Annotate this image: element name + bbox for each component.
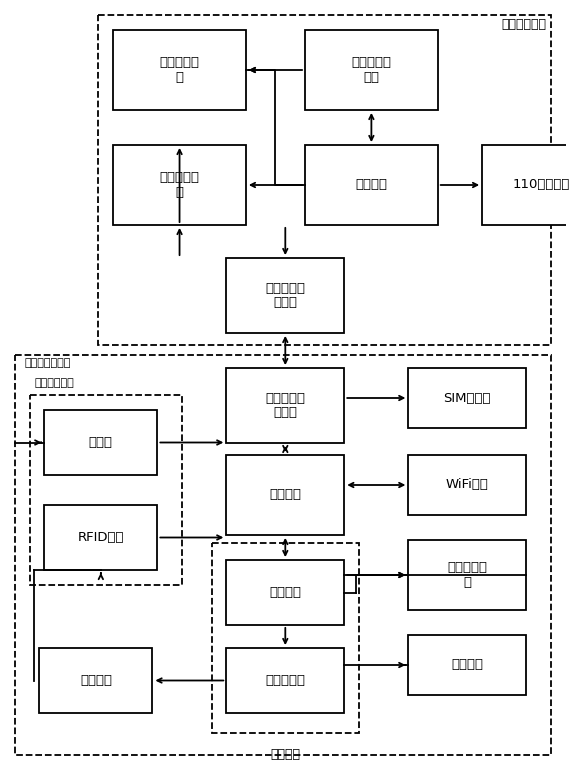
Text: 人脸识别模
块: 人脸识别模 块 [159, 56, 200, 84]
Bar [482, 145, 575, 225]
Bar [227, 455, 344, 535]
Text: 控制终端: 控制终端 [355, 179, 388, 191]
Text: 第一无线通
信模块: 第一无线通 信模块 [265, 281, 305, 309]
Text: 110报警平台: 110报警平台 [512, 179, 570, 191]
Text: 人机交互模
块: 人机交互模 块 [447, 561, 487, 589]
Bar [44, 505, 158, 570]
Bar [227, 648, 344, 713]
Bar [227, 368, 344, 443]
Text: 支付模块: 支付模块 [451, 658, 484, 672]
Bar [227, 560, 344, 625]
Bar [408, 635, 526, 695]
Bar [408, 368, 526, 428]
Bar [98, 15, 551, 345]
Text: 图像分析模
块: 图像分析模 块 [159, 171, 200, 199]
Text: 信息数据服
务器: 信息数据服 务器 [351, 56, 392, 84]
Bar [305, 30, 438, 110]
Text: 主控制器: 主控制器 [269, 488, 301, 501]
Bar [408, 540, 526, 610]
Text: WiFi模块: WiFi模块 [446, 479, 489, 491]
Text: RFID单元: RFID单元 [78, 531, 124, 544]
Bar [227, 258, 344, 333]
Text: SIM卡模块: SIM卡模块 [443, 391, 491, 405]
Text: 后台监控系统: 后台监控系统 [501, 18, 546, 31]
Bar [39, 648, 152, 713]
Text: 第二无线通
信模块: 第二无线通 信模块 [265, 391, 305, 419]
Bar [15, 355, 551, 755]
Text: 供电模块: 供电模块 [270, 748, 300, 761]
Bar [113, 30, 246, 110]
Text: 开关电源: 开关电源 [269, 586, 301, 599]
Text: 充电接口: 充电接口 [80, 674, 112, 687]
Text: 电动汽车充电桩: 电动汽车充电桩 [25, 358, 71, 368]
Bar [113, 145, 246, 225]
Text: 市电接入端: 市电接入端 [265, 674, 305, 687]
Text: 摄像头: 摄像头 [89, 436, 113, 449]
Bar [29, 395, 182, 585]
Bar [305, 145, 438, 225]
Bar [44, 410, 158, 475]
Text: 信息采集模块: 信息采集模块 [34, 378, 74, 388]
Bar [408, 455, 526, 515]
Bar [212, 543, 359, 733]
